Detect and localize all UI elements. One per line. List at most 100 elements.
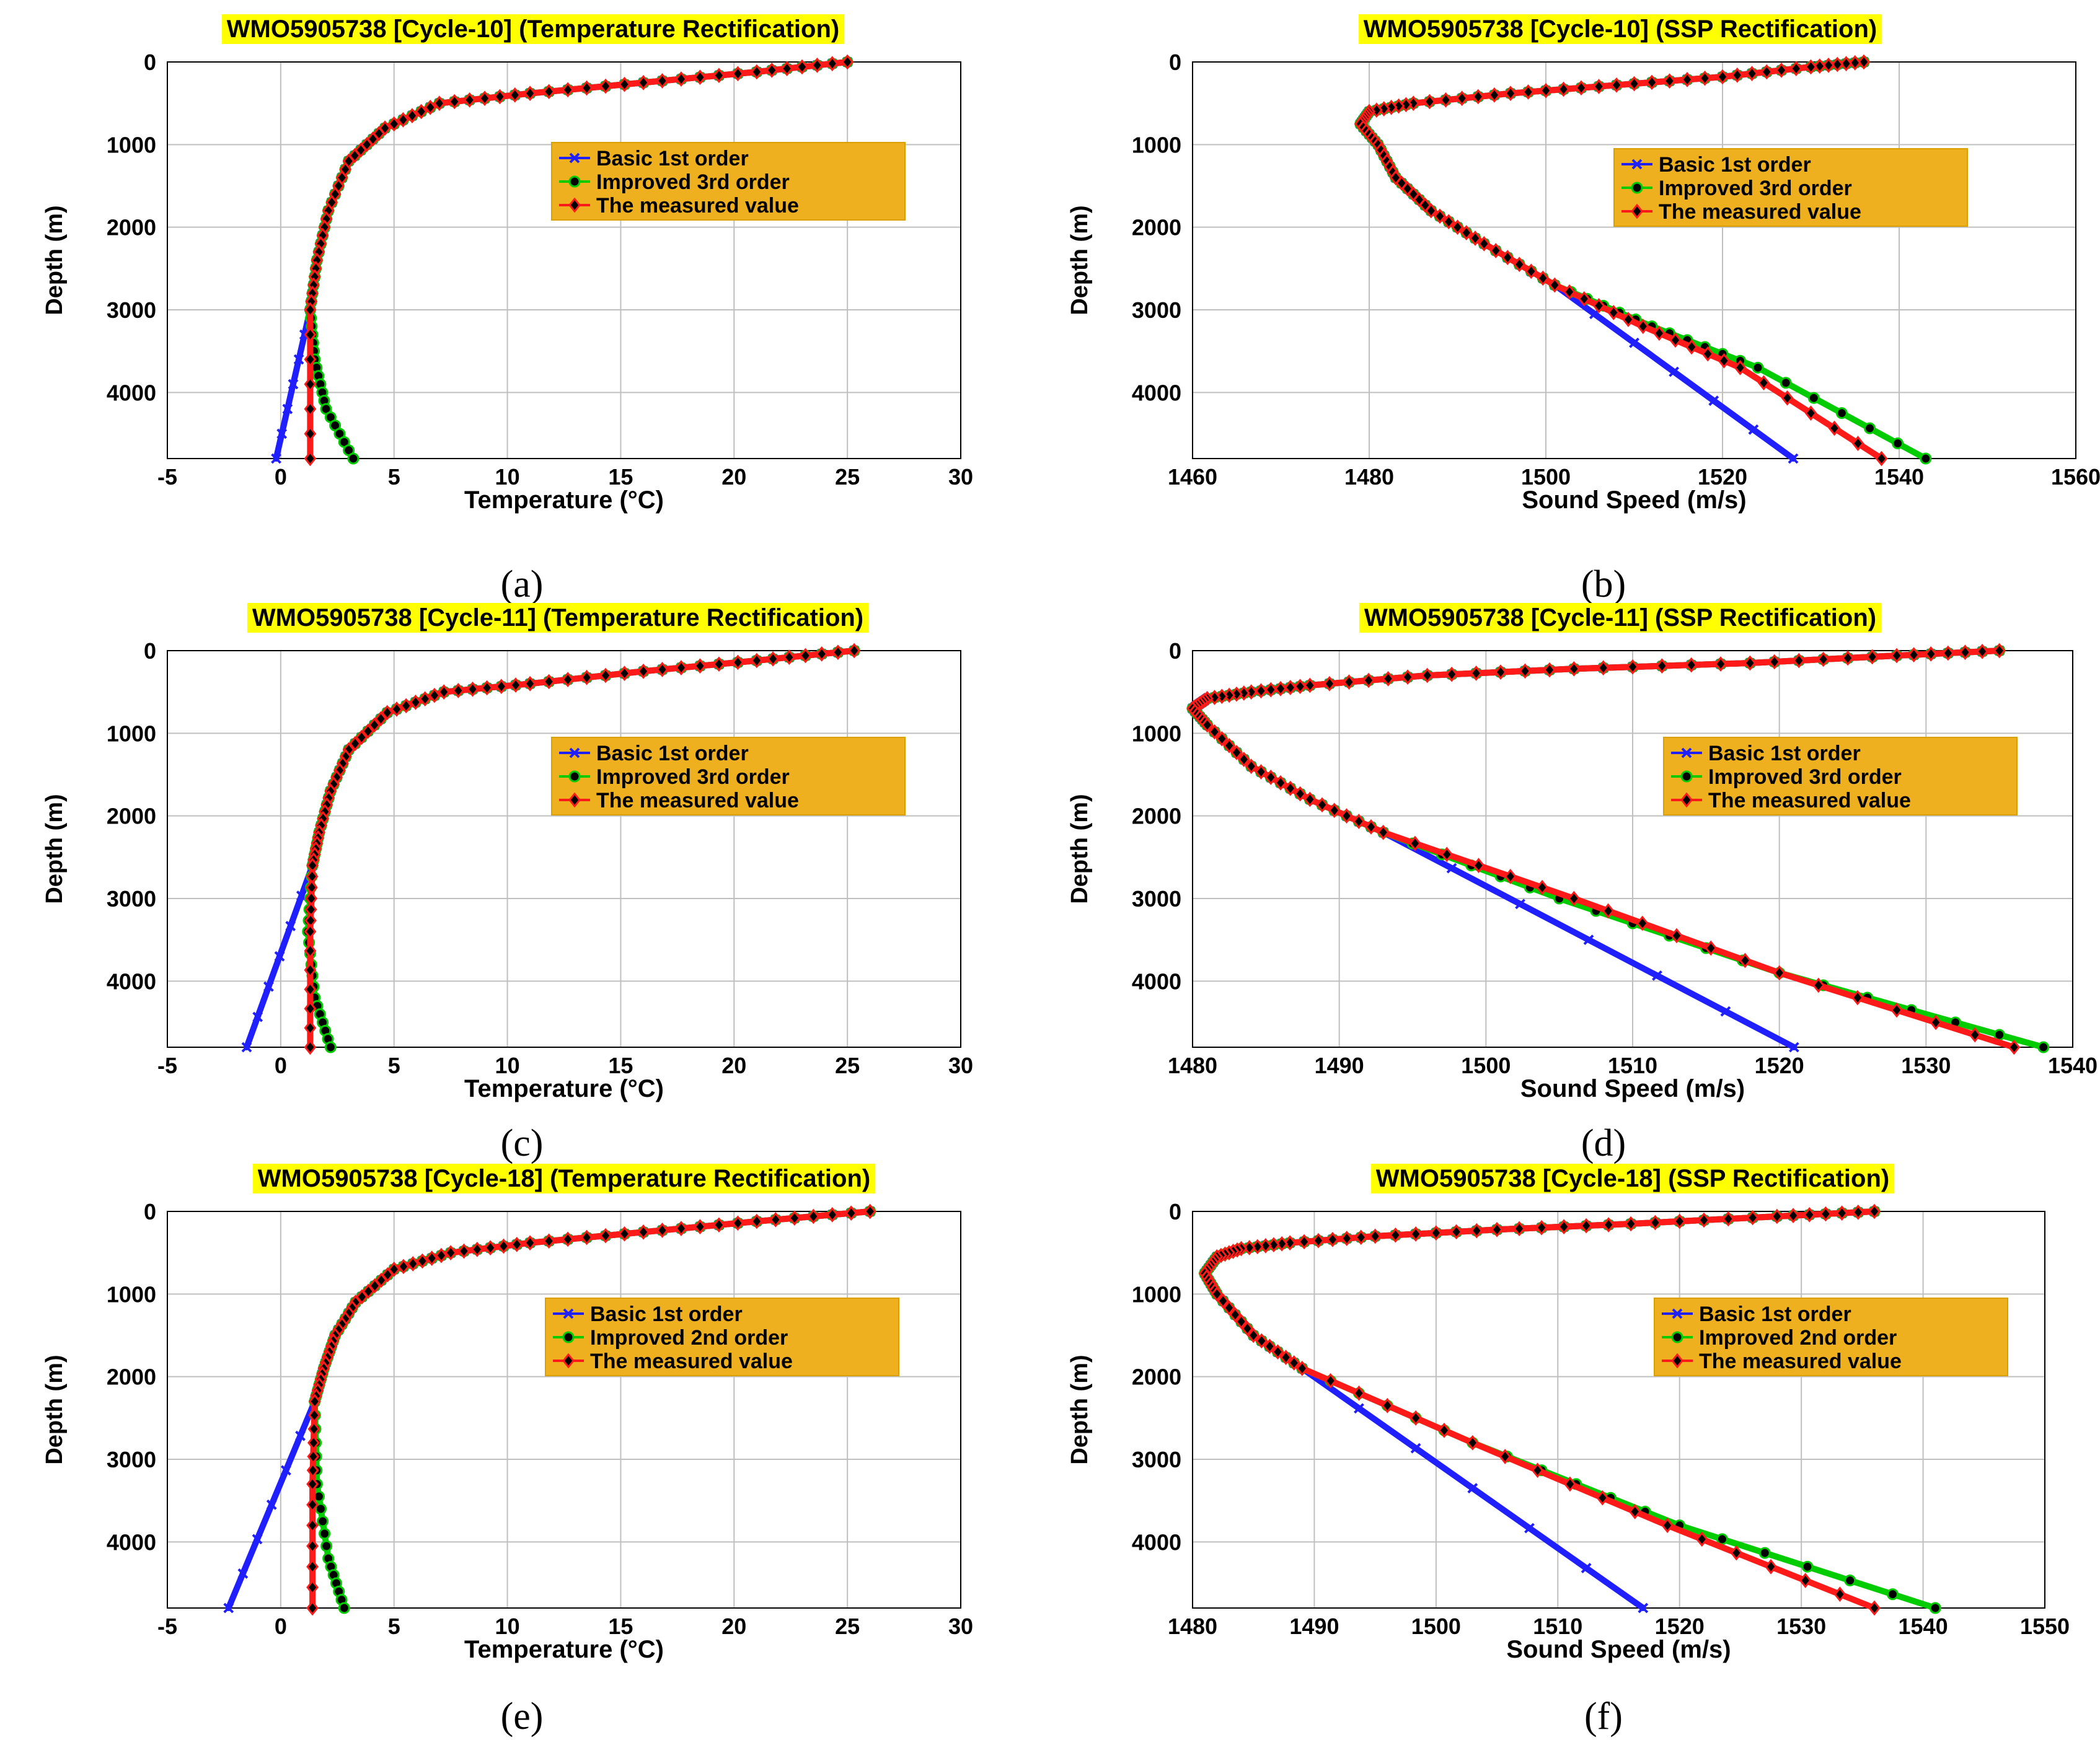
chart-e-legend-swatch-marker <box>562 1353 575 1369</box>
chart-b-series-2-point <box>1540 82 1552 99</box>
chart-c-series-2-point <box>656 662 669 677</box>
chart-c-series-2-point <box>349 736 361 752</box>
chart-d-series-2-point <box>1959 644 1972 661</box>
chart-d-series-2-point <box>1851 990 1864 1006</box>
chart-c-series-2-point <box>562 672 575 688</box>
chart-f-series-2-point <box>1649 1215 1662 1231</box>
chart-f-series-2-point <box>1410 1410 1423 1426</box>
chart-f-series-1-point <box>1801 1560 1814 1573</box>
chart-e-series-2-point <box>308 1407 321 1423</box>
chart-b-series-2-point <box>1828 420 1841 436</box>
chart-c-series-0-point <box>263 981 274 992</box>
chart-a-series-0-point <box>271 453 281 464</box>
chart-a-series-2 <box>304 54 854 467</box>
chart-a-svg: WMO5905738 [Cycle-10] (Temperature Recti… <box>42 14 973 514</box>
chart-d-svg: WMO5905738 [Cycle-11] (SSP Rectification… <box>1067 603 2098 1102</box>
chart-e-series-2-point <box>656 1223 669 1238</box>
chart-a-series-2-point <box>508 87 521 103</box>
chart-b-series-2-point <box>1734 359 1747 376</box>
chart-panel-c: WMO5905738 [Cycle-11] (Temperature Recti… <box>0 589 1050 1164</box>
chart-b-ytick-label: 1000 <box>1132 132 1181 157</box>
chart-b-series-2-point <box>1389 170 1402 186</box>
chart-c-ytick-label: 1000 <box>107 721 156 746</box>
chart-b-series-2-point <box>1385 99 1398 115</box>
chart-b-legend-label: Improved 3rd order <box>1659 177 1852 200</box>
chart-f-series-2-point <box>1673 1213 1686 1229</box>
chart-d-legend-swatch-marker <box>1680 792 1693 808</box>
chart-f-series-2-point <box>1695 1531 1708 1547</box>
chart-e-series-2-point <box>306 1462 319 1479</box>
chart-e-series-2-point <box>497 1238 510 1254</box>
chart-e-series-2-point <box>425 1250 438 1266</box>
chart-e-xtick-label: -5 <box>157 1614 177 1639</box>
chart-b-ylabel: Depth (m) <box>1067 205 1093 315</box>
chart-e-series-2-point <box>308 1394 321 1410</box>
chart-d-series-2-point <box>1744 655 1757 671</box>
chart-f-series-2-point <box>1819 1206 1832 1222</box>
chart-d-series-2-point <box>1237 752 1250 767</box>
chart-b-series-2-point <box>1434 208 1446 224</box>
chart-e-series-0-point <box>295 1430 306 1441</box>
chart-f-series-2-point <box>1381 1397 1394 1413</box>
chart-d-series-2-point <box>1705 940 1718 956</box>
chart-a-plot-frame <box>167 61 961 459</box>
chart-d-series-2-point <box>1842 650 1855 666</box>
chart-d-series-2-point <box>1773 965 1786 981</box>
chart-a-series-2-point <box>826 56 839 72</box>
chart-c-legend-box <box>551 737 906 815</box>
chart-f-xtick-label: 1540 <box>1899 1614 1948 1639</box>
chart-f-xtick-label: 1520 <box>1655 1614 1705 1639</box>
chart-a-series-2-point <box>656 73 669 89</box>
chart-b-series-2-point <box>1848 55 1861 71</box>
chart-f-title-highlight <box>1370 1164 1895 1193</box>
chart-c-xtick-label: 0 <box>275 1053 287 1078</box>
chart-f-series-2-point <box>1799 1573 1812 1588</box>
chart-b-legend-label: Basic 1st order <box>1659 153 1811 177</box>
chart-d-series-2-point <box>1201 717 1214 733</box>
chart-c-plot-area <box>167 650 961 1048</box>
chart-f-series-0-point <box>1410 1443 1421 1454</box>
chart-f-series-2-point <box>1340 1231 1353 1246</box>
chart-c-series-2-point <box>731 654 744 670</box>
chart-f-legend-label: Basic 1st order <box>1699 1303 1851 1326</box>
chart-c-series-2-point <box>304 943 317 959</box>
chart-b-xtick-label: 1540 <box>1874 464 1924 490</box>
chart-c-series-1-point <box>324 1041 337 1053</box>
chart-f-xlabel: Sound Speed (m/s) <box>1506 1636 1731 1663</box>
chart-d-xtick-label: 1490 <box>1315 1053 1364 1078</box>
chart-f-series-2-point <box>1235 1314 1248 1330</box>
chart-a-series-2-point <box>750 64 763 80</box>
chart-b-series-2-point <box>1718 353 1731 369</box>
chart-e-series-0-point <box>266 1499 277 1510</box>
chart-c-series-2-point <box>675 660 687 675</box>
chart-b-series-2-point <box>1701 346 1714 362</box>
chart-e-xlabel: Temperature (°C) <box>464 1636 664 1663</box>
chart-f-series-2-point <box>1251 1239 1264 1255</box>
chart-b-series-2-point <box>1781 390 1794 406</box>
chart-a-xtick-label: 15 <box>608 464 633 490</box>
chart-f-series-2-point <box>1241 1320 1254 1337</box>
chart-f-series-2-point <box>1596 1490 1609 1506</box>
chart-a-series-2-point <box>524 86 537 102</box>
chart-f-legend-label: Improved 2nd order <box>1699 1326 1897 1350</box>
chart-a-series-2-point <box>493 89 506 105</box>
chart-f-series-1-point <box>1929 1602 1941 1614</box>
chart-c-xlabel: Temperature (°C) <box>464 1075 664 1102</box>
chart-e-series-2-point <box>675 1221 687 1236</box>
chart-d-ytick-label: 3000 <box>1132 886 1181 912</box>
chart-a-series-2-point <box>304 302 317 318</box>
chart-d-series-2-point <box>1255 683 1268 699</box>
chart-c-series-2-point <box>831 644 844 661</box>
chart-b-series-2-point <box>1813 58 1826 74</box>
chart-a-xlabel: Temperature (°C) <box>464 486 664 514</box>
chart-b-ytick-label: 2000 <box>1132 215 1181 240</box>
chart-f-xtick-label: 1550 <box>2020 1614 2070 1639</box>
chart-e-series-2-point <box>807 1208 820 1224</box>
chart-c-series-2-point <box>304 962 317 978</box>
chart-b-series-0-point <box>1629 337 1639 348</box>
chart-a-series-2-point <box>373 126 386 141</box>
chart-f-series-2-point <box>1287 1355 1300 1371</box>
chart-d-series-2-point <box>1817 651 1830 667</box>
chart-b-series-1-point <box>1780 377 1792 389</box>
